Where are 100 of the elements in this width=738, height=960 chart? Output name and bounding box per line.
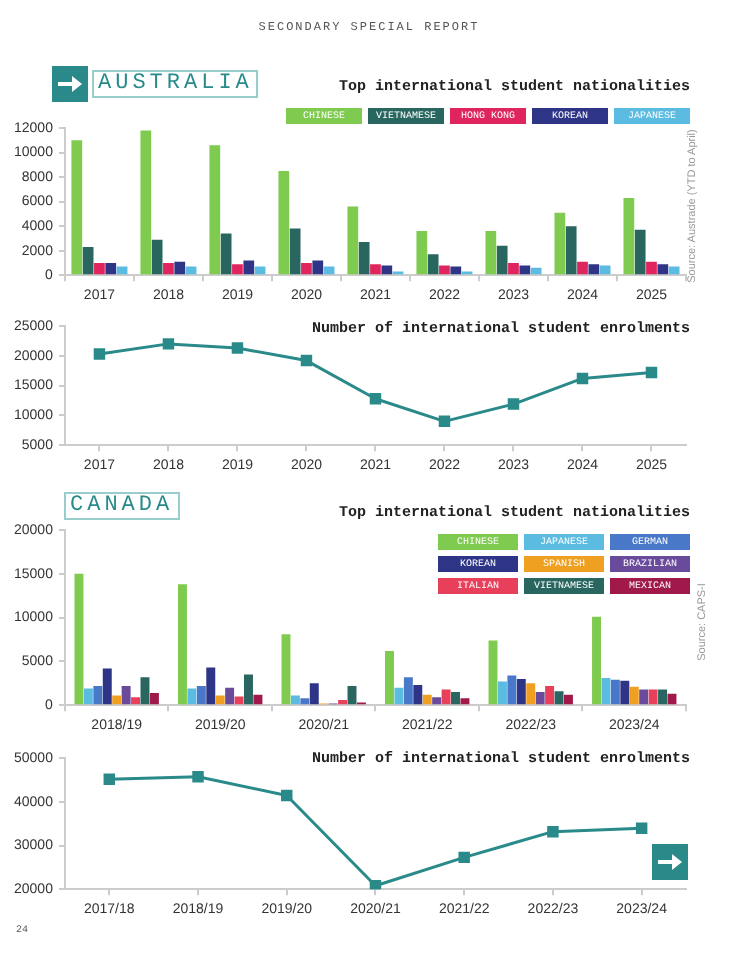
point [547, 825, 559, 838]
bar [243, 260, 255, 275]
point [231, 342, 244, 354]
bar [309, 683, 319, 705]
bar [196, 685, 206, 705]
bar [206, 667, 216, 705]
point [369, 392, 382, 405]
point [192, 770, 204, 783]
bar [71, 140, 83, 275]
bar [657, 264, 669, 275]
bar [370, 264, 381, 275]
bar [554, 691, 564, 705]
bar [508, 262, 519, 275]
point [635, 822, 648, 834]
bar [413, 685, 423, 705]
bar [290, 695, 300, 705]
bar [554, 212, 566, 275]
bar [565, 226, 577, 275]
bar [516, 678, 526, 705]
bar [187, 688, 197, 705]
bar [460, 698, 470, 705]
bar [610, 679, 620, 705]
bar [177, 584, 187, 705]
text: CANADA [64, 492, 180, 520]
bar [278, 170, 290, 275]
bar [163, 262, 174, 275]
point [103, 773, 116, 786]
bar [416, 231, 428, 275]
bar [588, 264, 600, 275]
point [300, 354, 313, 367]
bar [232, 264, 243, 275]
point [162, 338, 175, 350]
bar [174, 261, 186, 275]
bar [215, 695, 225, 705]
bar [646, 261, 657, 275]
bar [220, 233, 232, 275]
bar [394, 687, 404, 705]
bar [629, 686, 639, 705]
bar [105, 262, 117, 275]
bar [102, 668, 112, 705]
bar [577, 261, 588, 275]
bar [83, 688, 93, 705]
bar [74, 573, 84, 705]
bar [225, 687, 235, 705]
bar [312, 260, 324, 275]
bar [623, 197, 635, 275]
bar [485, 231, 497, 275]
bar [545, 685, 555, 705]
bar [658, 689, 668, 705]
bar [439, 265, 450, 275]
bar [599, 265, 611, 275]
bar [209, 145, 221, 275]
bar [403, 677, 413, 705]
bar [667, 693, 677, 705]
point [507, 398, 520, 410]
bar [121, 685, 131, 705]
bar [131, 697, 141, 705]
point [281, 789, 293, 802]
bar [338, 699, 348, 705]
bar [422, 694, 432, 705]
bar [526, 683, 536, 705]
bar [381, 265, 393, 275]
bar [601, 678, 611, 705]
point [93, 348, 106, 360]
bar [112, 695, 122, 705]
bar [496, 245, 508, 275]
bar [244, 674, 253, 705]
text: AUSTRALIA [92, 70, 259, 98]
bar [668, 266, 680, 275]
bar [140, 130, 152, 275]
bar [385, 650, 394, 705]
bar [592, 616, 601, 705]
bar [93, 685, 103, 705]
bar [639, 689, 649, 705]
bar [507, 675, 517, 705]
bar [82, 246, 94, 275]
point [438, 415, 451, 428]
bar [535, 692, 545, 705]
bar [358, 242, 370, 275]
bar [432, 697, 442, 705]
bar [451, 692, 460, 705]
bar [301, 262, 312, 275]
bar [300, 698, 310, 705]
bar [488, 640, 498, 705]
bar [234, 696, 244, 705]
bar [634, 229, 646, 275]
bar [94, 262, 105, 275]
point [369, 879, 382, 890]
point [458, 851, 470, 864]
bar [347, 206, 359, 275]
bar [427, 254, 439, 275]
bar [289, 228, 301, 275]
bar [253, 694, 263, 705]
bar [149, 692, 159, 705]
bar [450, 266, 462, 275]
bar [648, 689, 658, 705]
point [645, 366, 658, 379]
point [576, 372, 589, 385]
bar [620, 680, 630, 705]
bar [563, 694, 573, 705]
